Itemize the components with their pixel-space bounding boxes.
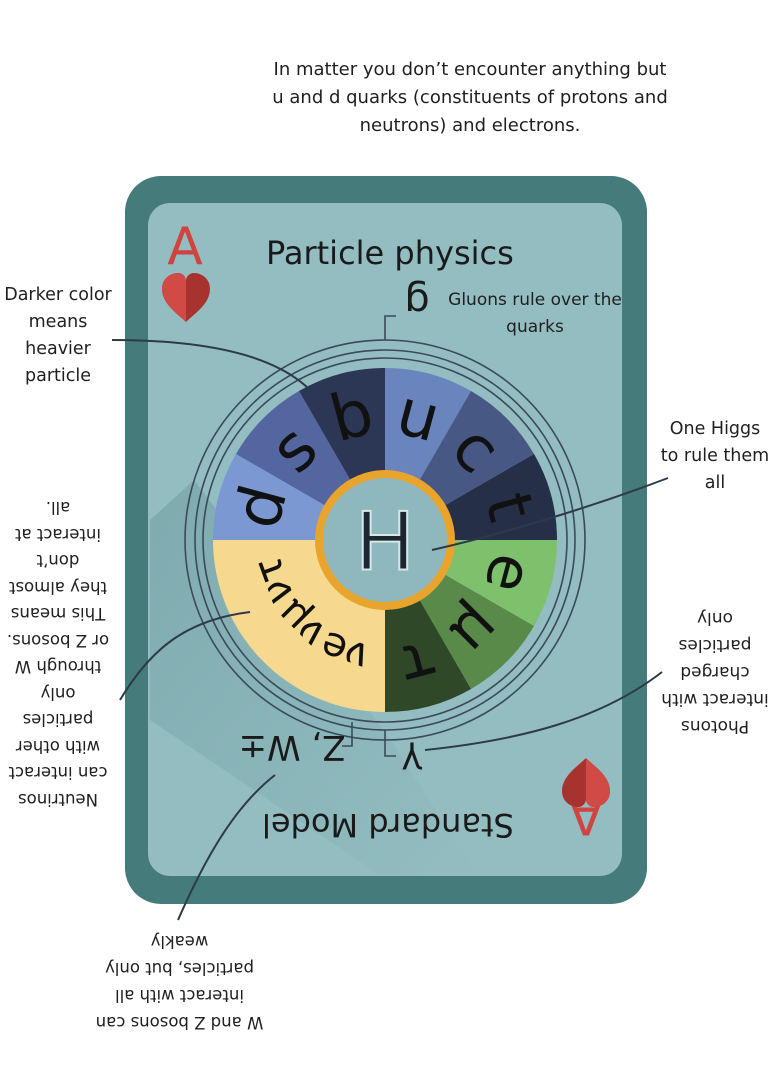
photon-symbol: γ bbox=[401, 741, 422, 782]
gluons-note: Gluons rule over the quarks bbox=[448, 290, 622, 337]
gluon-symbol: g bbox=[404, 279, 429, 325]
higgs-core bbox=[323, 478, 447, 602]
gluon-bracket bbox=[384, 315, 396, 340]
higgs-note: One Higgs to rule them all bbox=[660, 419, 770, 493]
darker-color-note: Darker color means heavier particle bbox=[4, 285, 112, 386]
weak-bosons-symbol: Z, W± bbox=[238, 727, 345, 767]
pointer-wz bbox=[177, 774, 276, 921]
pointer-photons bbox=[424, 671, 663, 751]
card-title: Particle physics bbox=[266, 234, 514, 272]
photon-bracket bbox=[384, 730, 396, 757]
heart-icon-highlight bbox=[162, 273, 186, 322]
photons-note: Photons interact with charged particles … bbox=[661, 608, 769, 736]
rank-top-left: A bbox=[167, 217, 203, 277]
wz-note: W and Z bosons can interact with all par… bbox=[95, 932, 264, 1032]
card-bottom-title: Standard Model bbox=[262, 806, 514, 844]
weak-bracket bbox=[342, 722, 353, 747]
neutrinos-note: Neutrinos can interact with other partic… bbox=[6, 498, 110, 810]
matter-note: In matter you don’t encounter anything b… bbox=[272, 59, 668, 136]
pointer-darker bbox=[111, 339, 311, 391]
weak-ring bbox=[202, 357, 568, 723]
pointer-neutrinos bbox=[119, 611, 251, 701]
pointer-higgs bbox=[431, 477, 669, 551]
heart-icon-highlight bbox=[586, 758, 610, 807]
higgs-symbol: H bbox=[355, 496, 415, 589]
